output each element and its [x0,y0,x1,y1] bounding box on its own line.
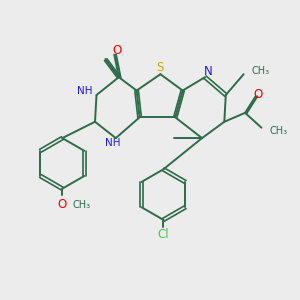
Text: CH₃: CH₃ [270,126,288,136]
Text: O: O [253,88,262,101]
Text: S: S [157,61,164,74]
Text: O: O [113,44,122,57]
Text: NH: NH [105,138,121,148]
Text: O: O [58,199,67,212]
Text: Cl: Cl [158,228,169,241]
Text: NH: NH [76,86,92,96]
Text: CH₃: CH₃ [73,200,91,210]
Text: CH₃: CH₃ [251,66,269,76]
Text: N: N [204,65,212,78]
